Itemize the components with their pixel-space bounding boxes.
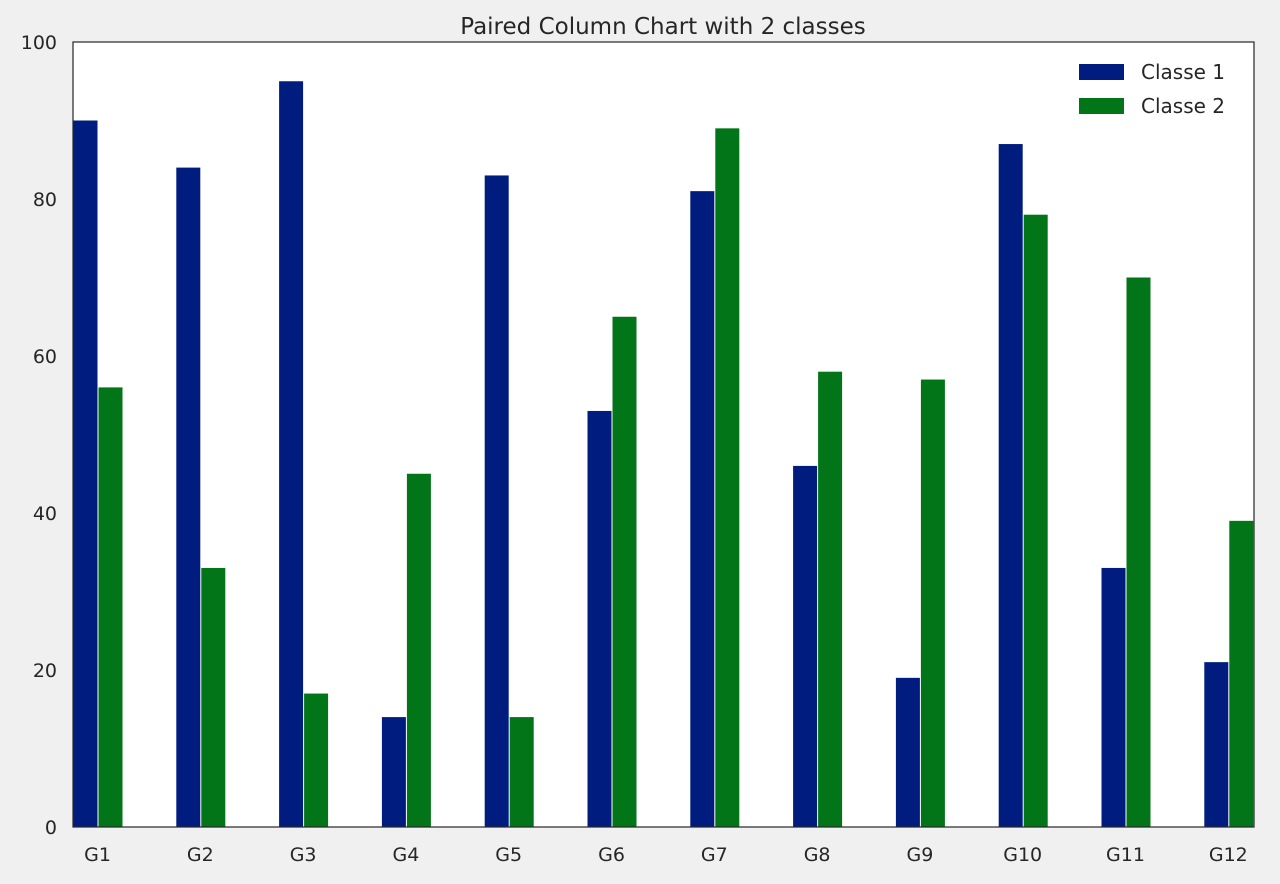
bar-group-G1 [73, 120, 123, 827]
bar-G6-series-2 [612, 316, 637, 827]
bar-group-G9 [895, 379, 945, 827]
x-tick-label: G8 [804, 844, 831, 866]
chart-title: Paired Column Chart with 2 classes [460, 14, 866, 40]
bar-G8-series-1 [793, 465, 818, 827]
bar-G11-series-2 [1126, 277, 1151, 827]
y-tick-label: 20 [33, 660, 57, 682]
bar-group-G12 [1204, 520, 1254, 827]
bar-group-G6 [587, 316, 637, 827]
y-tick-label: 100 [21, 32, 57, 54]
x-tick-label: G5 [495, 844, 522, 866]
bar-G12-series-1 [1204, 662, 1229, 827]
bar-group-G2 [176, 167, 226, 828]
legend-label: Classe 2 [1141, 94, 1225, 118]
bar-G10-series-1 [998, 144, 1023, 828]
bar-group-G10 [998, 144, 1048, 828]
legend-swatch [1079, 98, 1124, 114]
legend: Classe 1 Classe 2 [1079, 60, 1225, 118]
x-tick-label: G6 [598, 844, 625, 866]
x-tick-label: G7 [701, 844, 728, 866]
legend-item-1: Classe 1 [1079, 60, 1225, 84]
bar-G4-series-1 [381, 717, 406, 827]
axes-layer: 0 20 40 60 80 100 G1 G2 G3 G4 G5 G6 G7 G8 G9 G10 G11 G12 [21, 32, 1255, 866]
x-tick-label: G4 [392, 844, 419, 866]
y-tick-label: 40 [33, 503, 57, 525]
bar-G7-series-1 [690, 191, 715, 827]
bar-group-G3 [279, 81, 329, 827]
x-tick-label: G2 [187, 844, 214, 866]
bar-G5-series-2 [509, 717, 534, 827]
x-tick-label: G3 [290, 844, 317, 866]
bar-G2-series-1 [176, 167, 201, 828]
legend-swatch [1079, 64, 1124, 80]
bar-G6-series-1 [587, 410, 612, 827]
axes-frame [72, 41, 1255, 828]
bar-G2-series-2 [201, 567, 226, 827]
bar-G10-series-2 [1023, 214, 1048, 827]
bar-G3-series-1 [279, 81, 304, 827]
x-tick-label: G11 [1106, 844, 1145, 866]
y-tick-label: 60 [33, 346, 57, 368]
plot-area [73, 42, 1254, 827]
bar-G1-series-1 [73, 120, 98, 827]
bar-G9-series-2 [920, 379, 945, 827]
bar-G9-series-1 [895, 677, 920, 827]
bar-group-G7 [690, 128, 740, 828]
x-tick-label: G9 [906, 844, 933, 866]
bar-group-G4 [381, 473, 431, 827]
bar-G5-series-1 [484, 175, 509, 827]
bar-group-G5 [484, 175, 534, 827]
bar-group-G11 [1101, 277, 1151, 827]
x-tick-label: G12 [1209, 844, 1248, 866]
bar-G11-series-1 [1101, 567, 1126, 827]
legend-item-2: Classe 2 [1079, 94, 1225, 118]
y-tick-label: 0 [45, 817, 57, 839]
bars-layer [73, 81, 1254, 828]
bar-G7-series-2 [715, 128, 740, 828]
y-tick-label: 80 [33, 189, 57, 211]
bar-G12-series-2 [1229, 520, 1254, 827]
x-tick-label: G1 [84, 844, 111, 866]
bar-G3-series-2 [304, 693, 329, 827]
bar-G8-series-2 [818, 371, 843, 827]
bar-group-G8 [793, 371, 843, 827]
bar-G1-series-2 [98, 387, 123, 827]
bar-G4-series-2 [406, 473, 431, 827]
x-tick-label: G10 [1003, 844, 1042, 866]
legend-label: Classe 1 [1141, 60, 1225, 84]
